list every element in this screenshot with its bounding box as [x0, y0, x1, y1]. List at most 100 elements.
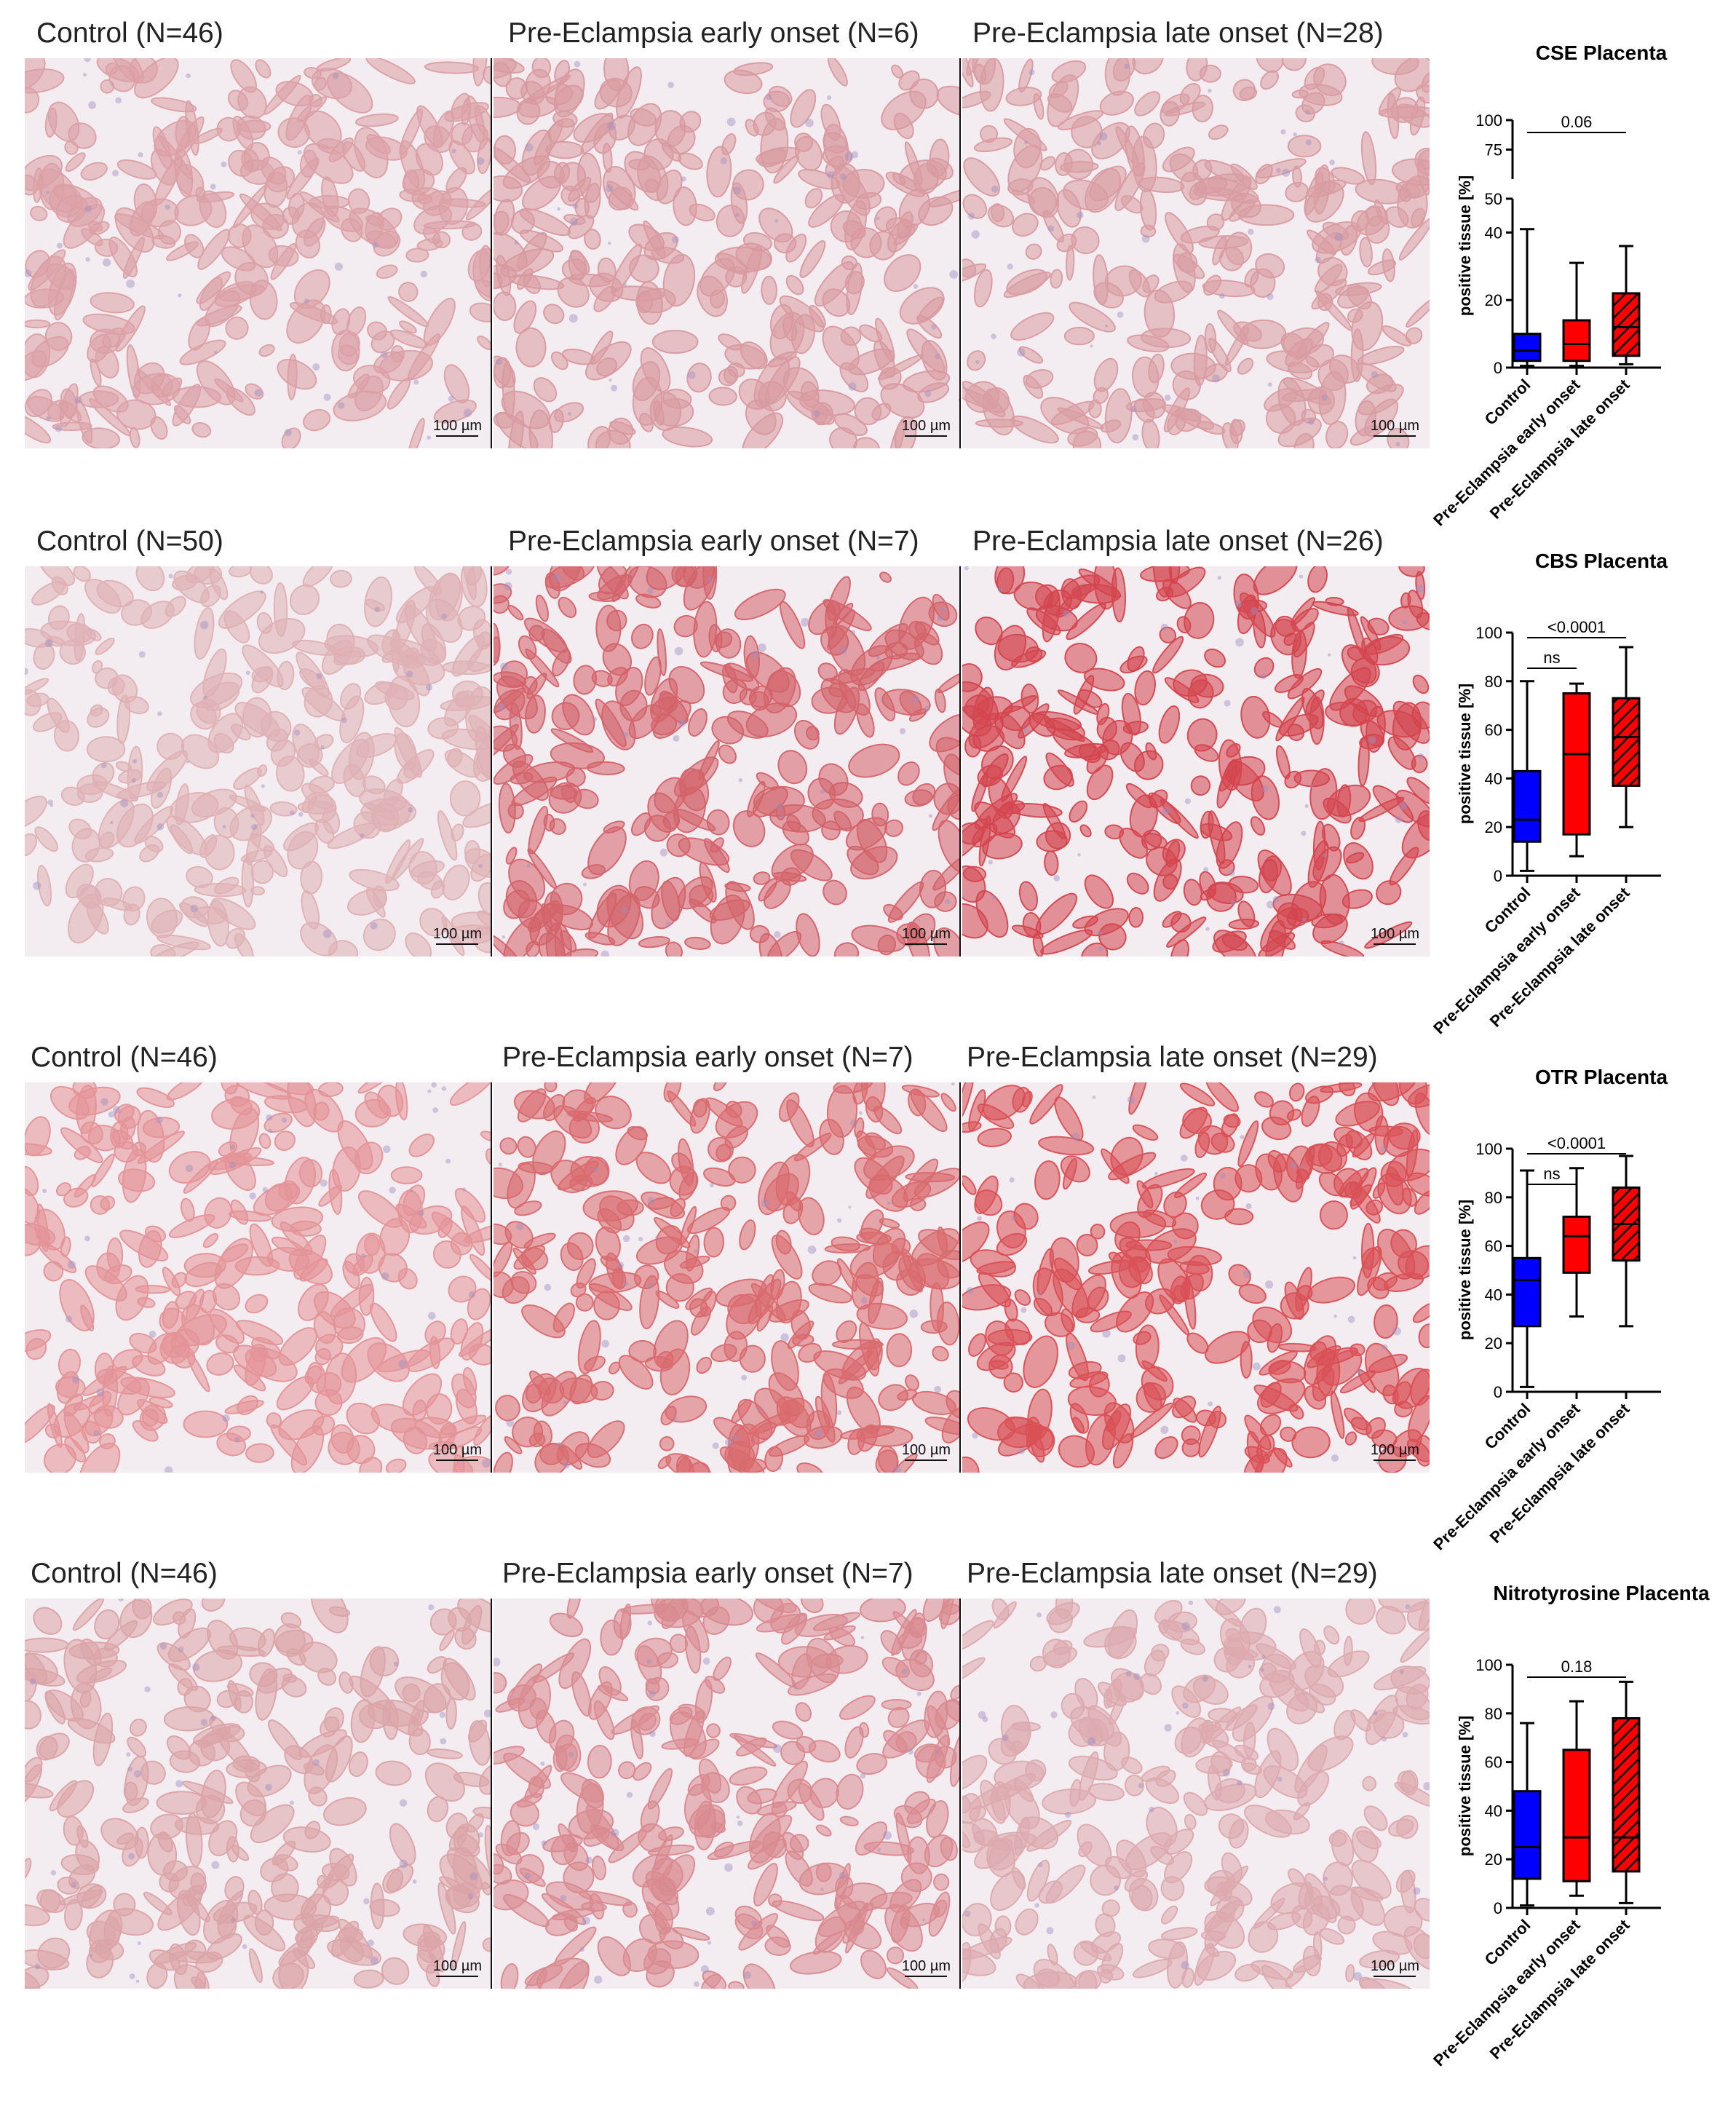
box-pre-eclampsia-late-onset — [1612, 1716, 1641, 1873]
villus — [202, 1232, 219, 1248]
villus — [248, 1948, 263, 1984]
villus — [1312, 601, 1359, 617]
villus — [338, 1671, 354, 1694]
villus — [1392, 158, 1430, 186]
nucleus-stain — [441, 613, 447, 619]
villus — [651, 246, 685, 264]
villus — [229, 1107, 260, 1158]
villus — [837, 1258, 857, 1292]
villus — [921, 340, 948, 381]
villus — [706, 146, 732, 198]
nucleus-stain — [582, 1916, 590, 1925]
villus — [668, 666, 705, 704]
nucleus-stain — [412, 1879, 417, 1884]
villus — [423, 1683, 451, 1714]
nucleus-stain — [707, 577, 713, 583]
villus — [1226, 760, 1264, 801]
villus — [764, 1936, 791, 1956]
villus — [981, 753, 1009, 788]
villus — [738, 379, 771, 410]
villus — [1200, 1189, 1235, 1220]
villus — [644, 1355, 674, 1372]
nucleus-stain — [544, 1283, 552, 1291]
villus — [979, 58, 1004, 112]
villus — [25, 319, 51, 329]
villus — [541, 628, 572, 664]
nucleus-stain — [1416, 584, 1424, 593]
villus — [1154, 1436, 1178, 1460]
villus — [1192, 95, 1213, 123]
villus — [1405, 327, 1423, 344]
nucleus-stain — [112, 170, 119, 177]
villus — [68, 818, 92, 840]
nucleus-stain — [115, 97, 122, 104]
scale-bar: 100 µm — [1371, 1442, 1419, 1461]
villus — [1361, 1247, 1380, 1270]
nucleus-stain — [1217, 576, 1222, 580]
villus — [1170, 352, 1216, 381]
nucleus-stain — [1277, 1776, 1283, 1782]
villus — [180, 896, 209, 919]
nucleus-stain — [820, 789, 825, 794]
nucleus-stain — [850, 1120, 857, 1127]
villus — [494, 1746, 525, 1765]
comparison-label: ns — [1543, 649, 1560, 667]
nucleus-stain — [389, 1187, 396, 1194]
villus — [1132, 58, 1164, 75]
villus — [257, 1668, 293, 1694]
villus — [296, 96, 328, 123]
villus — [39, 162, 65, 210]
nucleus-stain — [297, 150, 302, 155]
nucleus-stain — [234, 1437, 240, 1443]
villus — [963, 157, 1000, 197]
villus — [129, 1332, 157, 1354]
nucleus-stain — [876, 655, 881, 660]
villus — [708, 624, 723, 653]
nucleus-stain — [1087, 1737, 1096, 1746]
villus — [156, 934, 211, 951]
villus — [320, 1716, 340, 1738]
villus — [342, 1261, 360, 1289]
villus — [702, 1606, 730, 1635]
villus — [289, 584, 320, 616]
villus — [414, 566, 443, 596]
villus — [376, 264, 398, 280]
villus — [1216, 1896, 1245, 1922]
nucleus-stain — [341, 717, 347, 724]
villus — [1055, 1599, 1074, 1620]
nucleus-stain — [972, 1432, 978, 1439]
villus — [1398, 1082, 1428, 1105]
scale-bar: 100 µm — [902, 1442, 951, 1461]
villus — [699, 862, 717, 903]
villus — [1180, 1273, 1204, 1300]
villus — [874, 687, 896, 721]
villus — [900, 1916, 909, 1930]
villus — [247, 1765, 292, 1797]
nucleus-stain — [1195, 1196, 1200, 1200]
villus — [1080, 942, 1109, 957]
villus — [1019, 1816, 1058, 1850]
nucleus-stain — [1371, 371, 1379, 379]
villus — [860, 1949, 887, 1979]
villus — [1304, 171, 1324, 215]
nucleus-stain — [1018, 1448, 1025, 1454]
villus — [1173, 1172, 1208, 1199]
villus — [370, 1302, 397, 1342]
villus — [630, 1719, 643, 1759]
chart-title: CBS Placenta — [1535, 550, 1668, 572]
villus — [731, 1399, 752, 1424]
villus — [1350, 816, 1366, 840]
villus — [1339, 1082, 1356, 1096]
y-tick-label: 100 — [1475, 1656, 1502, 1674]
tissue-texture — [494, 1082, 961, 1473]
villus — [353, 1969, 384, 1989]
villus — [635, 1152, 672, 1184]
villus — [962, 1903, 992, 1937]
y-tick-label: 40 — [1485, 1802, 1502, 1820]
villus — [1141, 1360, 1168, 1382]
villus — [461, 222, 483, 241]
villus — [1108, 1251, 1123, 1264]
villus — [839, 1695, 876, 1720]
nucleus-stain — [1181, 1961, 1189, 1970]
villus — [855, 1821, 887, 1856]
